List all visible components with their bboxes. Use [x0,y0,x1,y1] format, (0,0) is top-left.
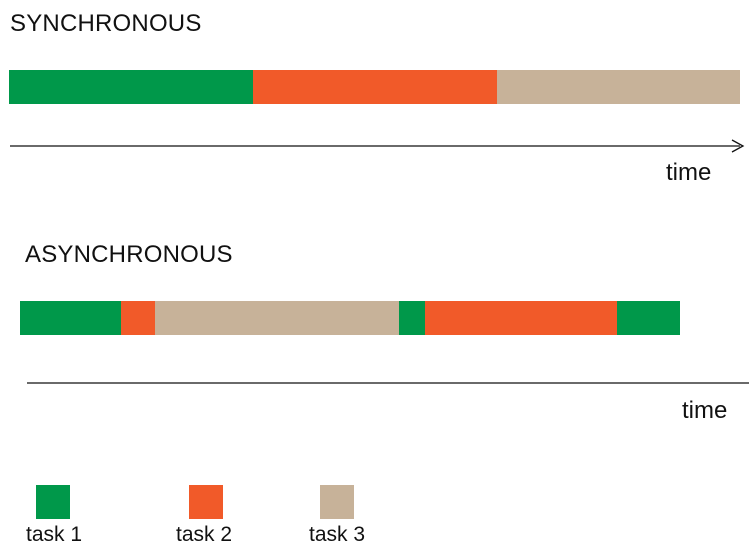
async-segment-task-1 [617,301,680,335]
async-time-label: time [682,397,728,424]
legend-swatch-task-3 [320,485,354,519]
legend-label-task-2: task 2 [176,523,233,546]
sync-time-arrowhead [731,139,745,153]
legend-item-task-2: task 2 [176,485,232,546]
sync-segment-task-2 [253,70,497,104]
async-segment-task-3 [155,301,399,335]
legend-swatch-task-1 [36,485,70,519]
async-segment-task-2 [425,301,617,335]
synchronous-title: SYNCHRONOUS [10,10,202,37]
legend-swatch-task-2 [189,485,223,519]
sync-time-label: time [666,159,712,186]
async-segment-task-2 [121,301,155,335]
async-segment-task-1 [399,301,425,335]
legend-label-task-3: task 3 [309,523,366,546]
sync-segment-task-1 [9,70,253,104]
synchronous-timeline-bar [9,70,740,104]
async-segment-task-1 [20,301,121,335]
legend-item-task-3: task 3 [309,485,365,546]
legend-item-task-1: task 1 [26,485,82,546]
sync-segment-task-3 [497,70,740,104]
asynchronous-title: ASYNCHRONOUS [25,241,233,268]
legend-label-task-1: task 1 [26,523,83,546]
asynchronous-timeline-bar [20,301,680,335]
